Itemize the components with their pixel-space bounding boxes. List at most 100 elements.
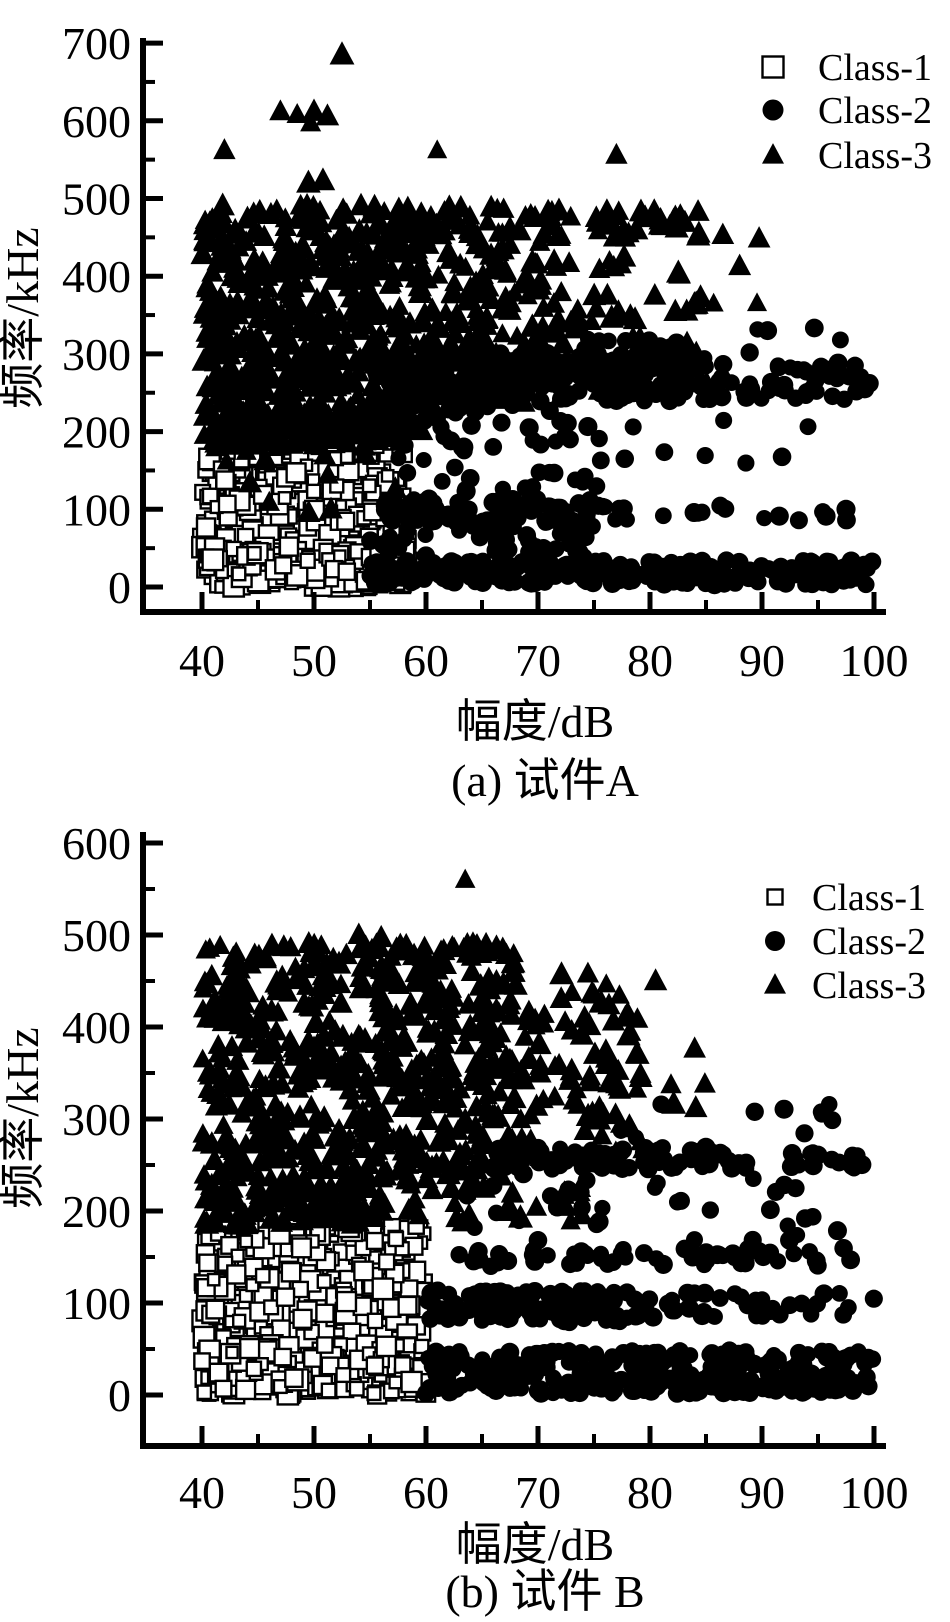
scatter-point-filled-triangle bbox=[194, 1187, 217, 1209]
scatter-point-filled-triangle bbox=[235, 977, 258, 998]
scatter-point-filled-circle bbox=[611, 1313, 629, 1331]
scatter-point-filled-circle bbox=[433, 472, 451, 490]
scatter-point-filled-triangle bbox=[273, 348, 299, 372]
x-tick-label: 40 bbox=[179, 635, 225, 686]
scatter-point-filled-circle bbox=[589, 1284, 608, 1304]
scatter-point-filled-triangle bbox=[362, 1088, 383, 1108]
scatter-point-filled-triangle bbox=[415, 1106, 440, 1131]
scatter-point-filled-circle bbox=[761, 372, 781, 392]
scatter-point-open-square bbox=[353, 1260, 375, 1282]
scatter-point-filled-triangle bbox=[456, 1173, 480, 1195]
scatter-point-filled-circle bbox=[486, 1357, 504, 1376]
scatter-point-filled-triangle bbox=[391, 1067, 413, 1088]
scatter-point-open-square bbox=[195, 517, 217, 538]
scatter-point-filled-triangle bbox=[220, 984, 242, 1005]
scatter-point-filled-triangle bbox=[210, 996, 232, 1017]
scatter-point-filled-circle bbox=[820, 1095, 838, 1113]
scatter-point-filled-triangle bbox=[249, 1107, 274, 1130]
scatter-point-filled-triangle bbox=[213, 1114, 234, 1134]
scatter-point-filled-triangle bbox=[668, 262, 691, 284]
y-tick-label: 400 bbox=[62, 1002, 131, 1053]
scatter-point-filled-triangle bbox=[470, 1050, 495, 1073]
scatter-point-filled-triangle bbox=[238, 469, 263, 493]
scatter-point-filled-circle bbox=[523, 1289, 540, 1306]
scatter-point-filled-triangle bbox=[264, 327, 287, 348]
scatter-point-filled-triangle bbox=[332, 197, 354, 217]
scatter-point-filled-circle bbox=[499, 1251, 518, 1271]
scatter-point-filled-triangle bbox=[241, 1087, 266, 1110]
scatter-point-filled-triangle bbox=[454, 868, 476, 888]
scatter-point-filled-triangle bbox=[242, 411, 263, 431]
scatter-point-filled-triangle bbox=[640, 345, 662, 366]
scatter-point-filled-circle bbox=[561, 430, 579, 449]
scatter-point-filled-triangle bbox=[369, 250, 393, 273]
scatter-point-filled-triangle bbox=[434, 1050, 459, 1073]
scatter-point-filled-circle bbox=[416, 546, 436, 565]
scatter-point-filled-circle bbox=[539, 1247, 556, 1264]
scatter-point-open-square bbox=[320, 1356, 340, 1376]
scatter-point-filled-circle bbox=[636, 1369, 655, 1388]
scatter-point-filled-circle bbox=[544, 1384, 562, 1402]
legend-filled-triangle-icon bbox=[764, 973, 786, 994]
scatter-point-open-square bbox=[337, 562, 357, 582]
scatter-point-filled-circle bbox=[730, 1247, 748, 1265]
scatter-point-filled-triangle bbox=[287, 415, 308, 435]
scatter-point-filled-circle bbox=[706, 1351, 723, 1369]
scatter-point-filled-triangle bbox=[562, 355, 584, 376]
scatter-point-filled-triangle bbox=[281, 303, 305, 326]
scatter-point-filled-triangle bbox=[354, 429, 377, 451]
series-class-1 bbox=[191, 1214, 437, 1406]
scatter-point-open-square bbox=[205, 1299, 226, 1320]
scatter-point-filled-circle bbox=[566, 1143, 584, 1161]
scatter-point-filled-circle bbox=[511, 1359, 528, 1377]
scatter-point-filled-triangle bbox=[296, 273, 317, 293]
scatter-point-filled-triangle bbox=[419, 968, 444, 991]
scatter-point-filled-triangle bbox=[205, 434, 229, 457]
x-tick-label: 90 bbox=[739, 635, 785, 686]
scatter-point-filled-triangle bbox=[562, 1087, 586, 1110]
scatter-point-filled-triangle bbox=[276, 406, 299, 428]
scatter-point-filled-triangle bbox=[333, 398, 357, 420]
scatter-point-filled-circle bbox=[604, 1385, 621, 1402]
scatter-point-filled-circle bbox=[832, 561, 850, 579]
legend-filled-triangle-icon bbox=[762, 143, 784, 164]
scatter-point-open-square bbox=[316, 1273, 332, 1290]
scatter-point-filled-triangle bbox=[293, 1179, 318, 1202]
scatter-point-filled-triangle bbox=[428, 264, 449, 284]
scatter-point-filled-triangle bbox=[356, 1062, 381, 1086]
scatter-point-open-square bbox=[335, 1290, 358, 1313]
scatter-point-filled-circle bbox=[428, 1281, 447, 1301]
scatter-point-filled-triangle bbox=[489, 1151, 513, 1174]
scatter-point-filled-circle bbox=[620, 358, 639, 377]
scatter-point-open-square bbox=[254, 1267, 271, 1284]
scatter-point-filled-circle bbox=[774, 1099, 794, 1119]
scatter-point-filled-triangle bbox=[457, 220, 478, 239]
scatter-point-filled-triangle bbox=[394, 346, 420, 370]
scatter-point-filled-triangle bbox=[224, 249, 247, 271]
x-tick-label: 40 bbox=[179, 1467, 225, 1518]
scatter-point-filled-circle bbox=[682, 1347, 699, 1364]
scatter-point-filled-circle bbox=[676, 556, 693, 573]
scatter-point-filled-triangle bbox=[434, 1112, 456, 1133]
scatter-point-filled-triangle bbox=[397, 1197, 421, 1220]
scatter-point-filled-triangle bbox=[347, 384, 369, 405]
scatter-point-filled-circle bbox=[716, 499, 735, 518]
scatter-point-filled-circle bbox=[789, 511, 808, 530]
scatter-point-filled-triangle bbox=[309, 199, 331, 220]
scatter-point-filled-circle bbox=[589, 1212, 609, 1231]
scatter-point-filled-circle bbox=[827, 1221, 847, 1241]
scatter-point-filled-triangle bbox=[225, 335, 250, 359]
scatter-point-filled-triangle bbox=[231, 1102, 253, 1123]
scatter-point-filled-circle bbox=[656, 1350, 675, 1369]
scatter-point-filled-triangle bbox=[572, 1005, 597, 1028]
scatter-point-filled-triangle bbox=[493, 258, 517, 280]
scatter-point-filled-circle bbox=[706, 1308, 723, 1325]
scatter-point-filled-triangle bbox=[297, 930, 321, 953]
scatter-point-filled-circle bbox=[615, 449, 635, 469]
scatter-point-filled-triangle bbox=[409, 1142, 431, 1162]
scatter-point-filled-circle bbox=[558, 1285, 575, 1302]
scatter-point-filled-triangle bbox=[302, 98, 326, 121]
y-tick-label: 600 bbox=[62, 96, 131, 147]
scatter-point-filled-triangle bbox=[386, 422, 410, 445]
x-axis-title: 幅度/dB bbox=[456, 1519, 614, 1570]
